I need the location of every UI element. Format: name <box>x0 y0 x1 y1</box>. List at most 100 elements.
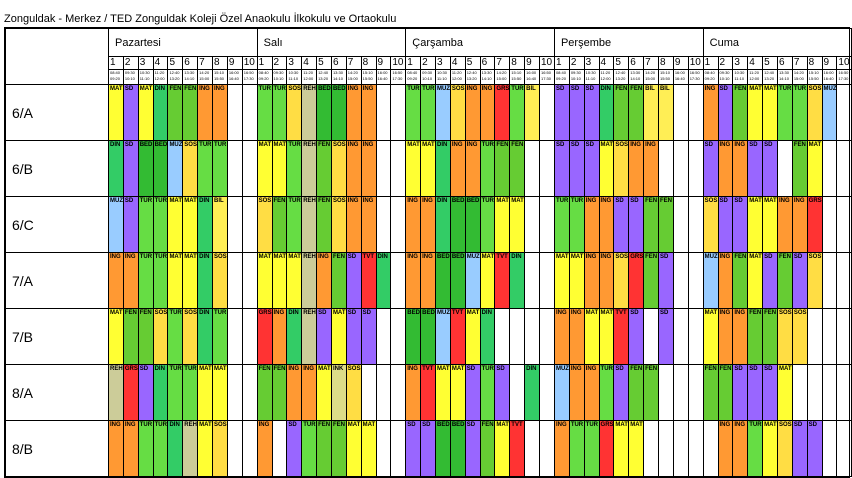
lesson-cell[interactable]: FEN <box>167 84 184 141</box>
lesson-cell[interactable]: TÜR <box>167 308 184 365</box>
lesson-cell[interactable]: MAT <box>568 252 585 309</box>
lesson-cell[interactable]: İNG <box>553 420 570 477</box>
lesson-cell[interactable]: MAT <box>479 252 496 309</box>
lesson-cell[interactable]: İNG <box>449 140 466 197</box>
lesson-cell[interactable] <box>375 308 392 365</box>
lesson-cell[interactable]: MAT <box>747 252 764 309</box>
lesson-cell[interactable]: FEN <box>747 308 764 365</box>
lesson-cell[interactable] <box>672 84 689 141</box>
lesson-cell[interactable]: SD <box>316 308 332 365</box>
lesson-cell[interactable]: SD <box>613 364 630 421</box>
lesson-cell[interactable]: İNG <box>583 252 600 309</box>
lesson-cell[interactable]: SD <box>613 196 630 253</box>
lesson-cell[interactable]: SD <box>762 140 778 197</box>
lesson-cell[interactable] <box>226 140 243 197</box>
lesson-cell[interactable] <box>687 308 704 365</box>
lesson-cell[interactable]: TÜR <box>212 140 228 197</box>
lesson-cell[interactable]: SOS <box>776 308 793 365</box>
lesson-cell[interactable] <box>539 196 555 253</box>
lesson-cell[interactable]: TVT <box>449 308 466 365</box>
lesson-cell[interactable]: MAT <box>405 140 422 197</box>
lesson-cell[interactable] <box>836 84 852 141</box>
lesson-cell[interactable]: İNG <box>598 196 615 253</box>
lesson-cell[interactable] <box>390 420 407 477</box>
lesson-cell[interactable]: SD <box>464 420 481 477</box>
lesson-cell[interactable]: MAT <box>197 420 214 477</box>
lesson-cell[interactable]: MAT <box>212 364 228 421</box>
lesson-cell[interactable]: TÜR <box>137 196 154 253</box>
lesson-cell[interactable]: GRS <box>256 308 273 365</box>
lesson-cell[interactable]: SOS <box>256 196 273 253</box>
lesson-cell[interactable]: MAT <box>628 420 645 477</box>
lesson-cell[interactable]: FEN <box>702 364 719 421</box>
lesson-cell[interactable]: FEN <box>762 308 778 365</box>
lesson-cell[interactable]: SD <box>717 84 734 141</box>
lesson-cell[interactable]: REH <box>301 196 318 253</box>
lesson-cell[interactable]: FEN <box>316 140 332 197</box>
lesson-cell[interactable] <box>509 364 526 421</box>
lesson-cell[interactable] <box>509 308 526 365</box>
lesson-cell[interactable]: İNG <box>108 420 124 477</box>
lesson-cell[interactable]: SOS <box>286 84 303 141</box>
lesson-cell[interactable] <box>241 420 258 477</box>
lesson-cell[interactable] <box>390 364 407 421</box>
lesson-cell[interactable]: SD <box>568 84 585 141</box>
lesson-cell[interactable]: REH <box>108 364 124 421</box>
lesson-cell[interactable]: TÜR <box>286 196 303 253</box>
lesson-cell[interactable]: SD <box>405 420 422 477</box>
lesson-cell[interactable]: REH <box>301 308 318 365</box>
lesson-cell[interactable]: İNG <box>479 84 496 141</box>
lesson-cell[interactable]: BED <box>464 196 481 253</box>
lesson-cell[interactable] <box>375 84 392 141</box>
lesson-cell[interactable] <box>539 140 555 197</box>
lesson-cell[interactable]: İNG <box>420 252 436 309</box>
lesson-cell[interactable]: TÜR <box>479 140 496 197</box>
lesson-cell[interactable] <box>524 196 540 253</box>
lesson-cell[interactable]: SD <box>791 420 808 477</box>
lesson-cell[interactable] <box>375 420 392 477</box>
lesson-cell[interactable]: BİL <box>212 196 228 253</box>
lesson-cell[interactable]: FEN <box>628 84 645 141</box>
lesson-cell[interactable]: FEN <box>479 420 496 477</box>
lesson-cell[interactable]: İNG <box>345 140 362 197</box>
lesson-cell[interactable]: SOS <box>791 308 808 365</box>
lesson-cell[interactable]: SOS <box>152 308 169 365</box>
lesson-cell[interactable]: İNG <box>360 84 377 141</box>
lesson-cell[interactable]: MAT <box>256 140 273 197</box>
lesson-cell[interactable]: İNG <box>360 140 377 197</box>
lesson-cell[interactable] <box>226 308 243 365</box>
lesson-cell[interactable]: İNG <box>360 196 377 253</box>
lesson-cell[interactable]: BED <box>420 308 436 365</box>
lesson-cell[interactable]: SD <box>583 84 600 141</box>
lesson-cell[interactable]: SD <box>345 308 362 365</box>
lesson-cell[interactable] <box>524 308 540 365</box>
lesson-cell[interactable]: İNG <box>583 196 600 253</box>
lesson-cell[interactable]: MAT <box>137 84 154 141</box>
lesson-cell[interactable]: MÜZ <box>434 308 451 365</box>
lesson-cell[interactable] <box>702 420 719 477</box>
lesson-cell[interactable]: SD <box>494 364 511 421</box>
lesson-cell[interactable]: MAT <box>108 308 124 365</box>
lesson-cell[interactable]: MAT <box>167 252 184 309</box>
lesson-cell[interactable]: İNG <box>405 364 422 421</box>
lesson-cell[interactable] <box>657 140 674 197</box>
lesson-cell[interactable]: İNG <box>732 420 749 477</box>
lesson-cell[interactable]: SD <box>628 308 645 365</box>
lesson-cell[interactable] <box>390 252 407 309</box>
lesson-cell[interactable]: DİN <box>197 252 214 309</box>
lesson-cell[interactable]: TÜR <box>791 84 808 141</box>
lesson-cell[interactable]: SD <box>122 196 139 253</box>
lesson-cell[interactable]: TÜR <box>197 140 214 197</box>
lesson-cell[interactable]: TÜR <box>167 364 184 421</box>
lesson-cell[interactable] <box>643 308 659 365</box>
lesson-cell[interactable] <box>524 140 540 197</box>
lesson-cell[interactable]: DİN <box>598 84 615 141</box>
lesson-cell[interactable]: MAT <box>420 140 436 197</box>
lesson-cell[interactable]: TÜR <box>137 420 154 477</box>
lesson-cell[interactable]: TÜR <box>212 308 228 365</box>
lesson-cell[interactable]: SOS <box>613 140 630 197</box>
lesson-cell[interactable]: DİN <box>152 364 169 421</box>
lesson-cell[interactable]: SD <box>762 364 778 421</box>
lesson-cell[interactable]: İNG <box>776 196 793 253</box>
lesson-cell[interactable] <box>226 420 243 477</box>
